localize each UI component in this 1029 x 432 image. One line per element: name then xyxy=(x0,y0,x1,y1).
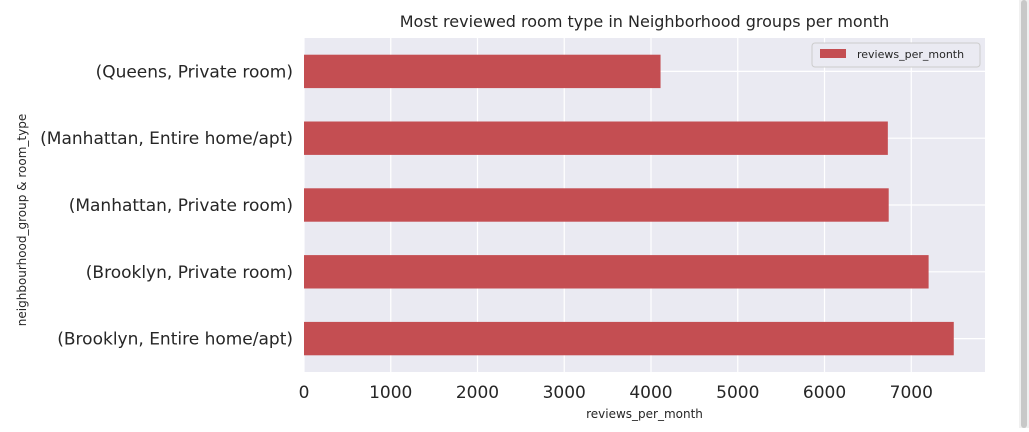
x-tick-label: 2000 xyxy=(456,383,499,403)
legend-swatch xyxy=(820,49,846,58)
x-tick-label: 6000 xyxy=(803,383,846,403)
x-tick-label: 7000 xyxy=(890,383,933,403)
legend-label: reviews_per_month xyxy=(857,48,964,61)
x-tick-label: 3000 xyxy=(543,383,586,403)
y-tick-label: (Queens, Private room) xyxy=(96,62,293,82)
bar xyxy=(304,121,888,155)
x-axis-label: reviews_per_month xyxy=(586,407,703,421)
bars xyxy=(304,54,954,356)
bar xyxy=(304,321,954,356)
bar xyxy=(304,188,889,222)
x-tick-label: 0 xyxy=(299,383,310,403)
x-tick-label: 4000 xyxy=(629,383,672,403)
y-tick-label: (Manhattan, Private room) xyxy=(69,196,293,216)
scrollbar-thumb[interactable] xyxy=(1021,0,1027,428)
y-tick-label: (Manhattan, Entire home/apt) xyxy=(40,129,293,149)
legend: reviews_per_month xyxy=(811,42,981,68)
x-tick-label: 5000 xyxy=(716,383,759,403)
y-axis-label: neighbourhood_group & room_type xyxy=(15,114,29,326)
y-tick-labels: (Brooklyn, Entire home/apt) (Brooklyn, Pr… xyxy=(40,62,293,349)
legend-box xyxy=(811,42,981,68)
chart-title: Most reviewed room type in Neighborhood … xyxy=(400,12,890,31)
x-tick-label: 1000 xyxy=(369,383,412,403)
y-tick-label: (Brooklyn, Entire home/apt) xyxy=(57,330,293,350)
y-tick-label: (Brooklyn, Private room) xyxy=(86,263,293,283)
bar xyxy=(304,54,661,89)
bar xyxy=(304,255,929,289)
x-tick-labels: 0 1000 2000 3000 4000 5000 6000 7000 xyxy=(299,383,933,403)
